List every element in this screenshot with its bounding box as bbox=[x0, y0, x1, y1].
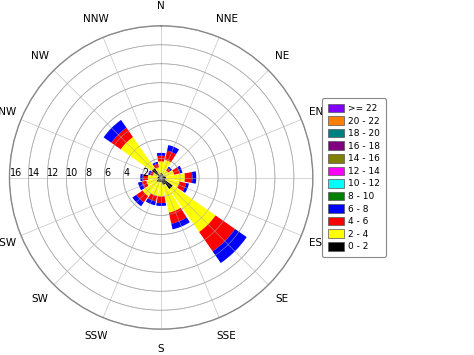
Bar bbox=[153, 162, 158, 165]
Bar bbox=[177, 166, 182, 174]
Bar bbox=[158, 176, 161, 178]
Bar bbox=[158, 182, 164, 196]
Bar bbox=[148, 193, 157, 202]
Bar bbox=[146, 198, 156, 205]
Bar bbox=[184, 172, 192, 183]
Bar bbox=[140, 174, 144, 181]
Bar bbox=[166, 173, 185, 182]
Bar bbox=[213, 229, 246, 263]
Bar bbox=[164, 170, 174, 177]
Bar bbox=[161, 175, 165, 178]
Bar bbox=[157, 177, 161, 178]
Bar bbox=[177, 181, 186, 191]
Bar bbox=[161, 174, 163, 178]
Bar bbox=[156, 178, 161, 182]
Bar bbox=[121, 137, 155, 171]
Bar bbox=[192, 171, 196, 184]
Bar bbox=[146, 178, 158, 186]
Bar bbox=[168, 166, 172, 171]
Bar bbox=[154, 164, 159, 169]
Bar bbox=[161, 177, 166, 178]
Bar bbox=[169, 186, 216, 232]
Bar bbox=[132, 195, 144, 206]
Bar bbox=[199, 215, 235, 251]
Bar bbox=[166, 168, 171, 173]
Bar bbox=[163, 170, 168, 176]
Bar bbox=[169, 208, 187, 224]
Bar bbox=[143, 174, 148, 181]
Bar bbox=[158, 162, 164, 173]
Bar bbox=[171, 217, 190, 229]
Bar bbox=[155, 167, 161, 175]
Bar bbox=[160, 173, 162, 178]
Bar bbox=[173, 167, 180, 175]
Bar bbox=[153, 173, 159, 177]
Bar bbox=[165, 179, 180, 188]
Bar bbox=[157, 178, 161, 180]
Bar bbox=[152, 168, 161, 178]
Bar bbox=[148, 175, 157, 180]
Bar bbox=[163, 184, 181, 213]
Bar bbox=[160, 175, 161, 178]
Bar bbox=[142, 181, 148, 188]
Bar bbox=[165, 151, 176, 162]
Legend: >= 22, 20 - 22, 18 - 20, 16 - 18, 14 - 16, 12 - 14, 10 - 12, 8 - 10, 6 - 8, 4 - : >= 22, 20 - 22, 18 - 20, 16 - 18, 14 - 1… bbox=[322, 98, 386, 257]
Bar bbox=[148, 170, 152, 175]
Bar bbox=[161, 178, 166, 180]
Bar bbox=[151, 181, 160, 196]
Bar bbox=[143, 181, 158, 196]
Bar bbox=[161, 178, 173, 189]
Bar bbox=[150, 171, 154, 176]
Bar bbox=[157, 156, 165, 162]
Bar bbox=[111, 128, 133, 149]
Bar bbox=[161, 178, 165, 185]
Bar bbox=[157, 153, 165, 156]
Bar bbox=[161, 175, 164, 178]
Bar bbox=[159, 178, 161, 182]
Bar bbox=[167, 145, 179, 154]
Bar bbox=[162, 160, 171, 174]
Bar bbox=[138, 182, 145, 190]
Bar bbox=[104, 120, 127, 143]
Bar bbox=[156, 203, 166, 206]
Bar bbox=[157, 196, 165, 203]
Bar bbox=[160, 178, 162, 182]
Bar bbox=[136, 191, 148, 202]
Bar bbox=[182, 183, 189, 193]
